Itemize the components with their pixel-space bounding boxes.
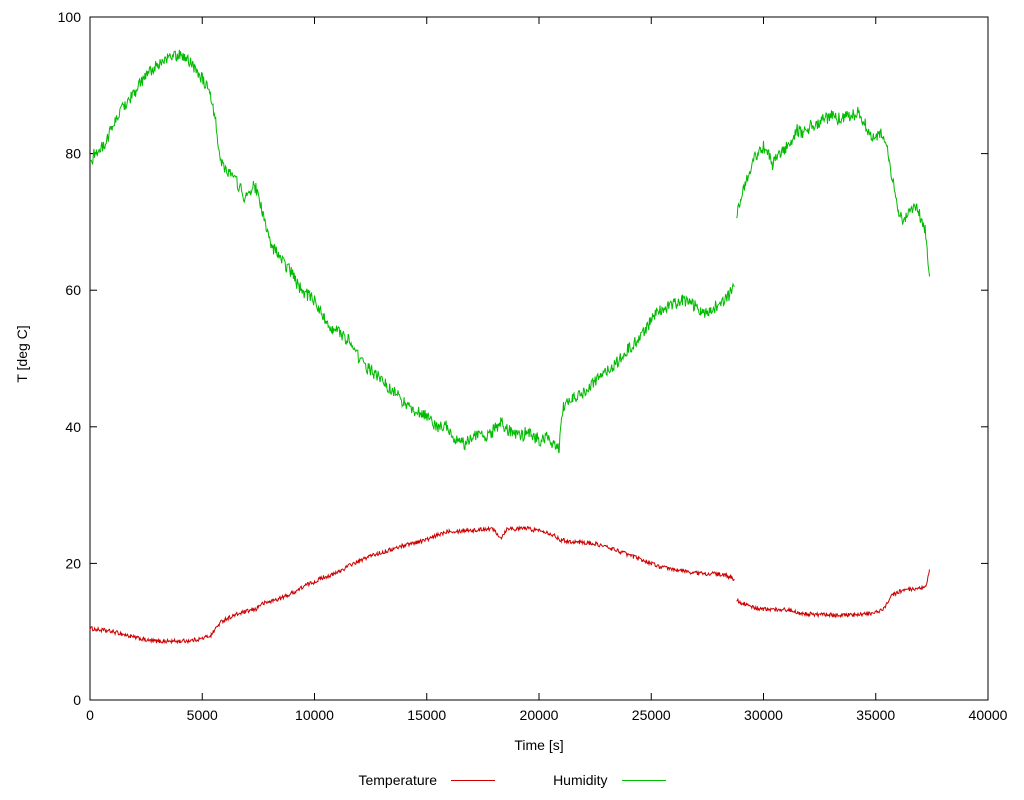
x-tick-label: 40000 (969, 707, 1008, 723)
legend-item-temperature: Temperature (358, 772, 496, 788)
y-tick-label: 60 (65, 282, 81, 298)
y-tick-label: 0 (73, 692, 81, 708)
legend-line-temperature-icon (451, 779, 496, 781)
x-tick-label: 30000 (744, 707, 783, 723)
x-tick-label: 5000 (187, 707, 218, 723)
x-tick-label: 15000 (407, 707, 446, 723)
series-humidity (89, 49, 735, 454)
legend-item-humidity: Humidity (553, 772, 666, 788)
y-tick-label: 20 (65, 555, 81, 571)
x-tick-label: 0 (86, 707, 94, 723)
series-temperature (89, 525, 735, 645)
plot-border (89, 16, 989, 701)
series-temperature (736, 568, 930, 619)
x-tick-label: 25000 (632, 707, 671, 723)
series-humidity (736, 106, 931, 277)
x-tick-label: 35000 (856, 707, 895, 723)
legend-line-humidity-icon (621, 779, 666, 781)
y-tick-label: 100 (58, 9, 82, 25)
legend-label-temperature: Temperature (358, 772, 438, 788)
y-tick-label: 80 (65, 146, 81, 162)
chart-legend: Temperature Humidity (0, 772, 1024, 788)
y-tick-label: 40 (65, 419, 81, 435)
legend-label-humidity: Humidity (553, 772, 608, 788)
x-tick-label: 20000 (520, 707, 559, 723)
y-axis-label: T [deg C] (14, 325, 30, 383)
x-tick-label: 10000 (295, 707, 334, 723)
x-axis-label: Time [s] (514, 737, 564, 753)
